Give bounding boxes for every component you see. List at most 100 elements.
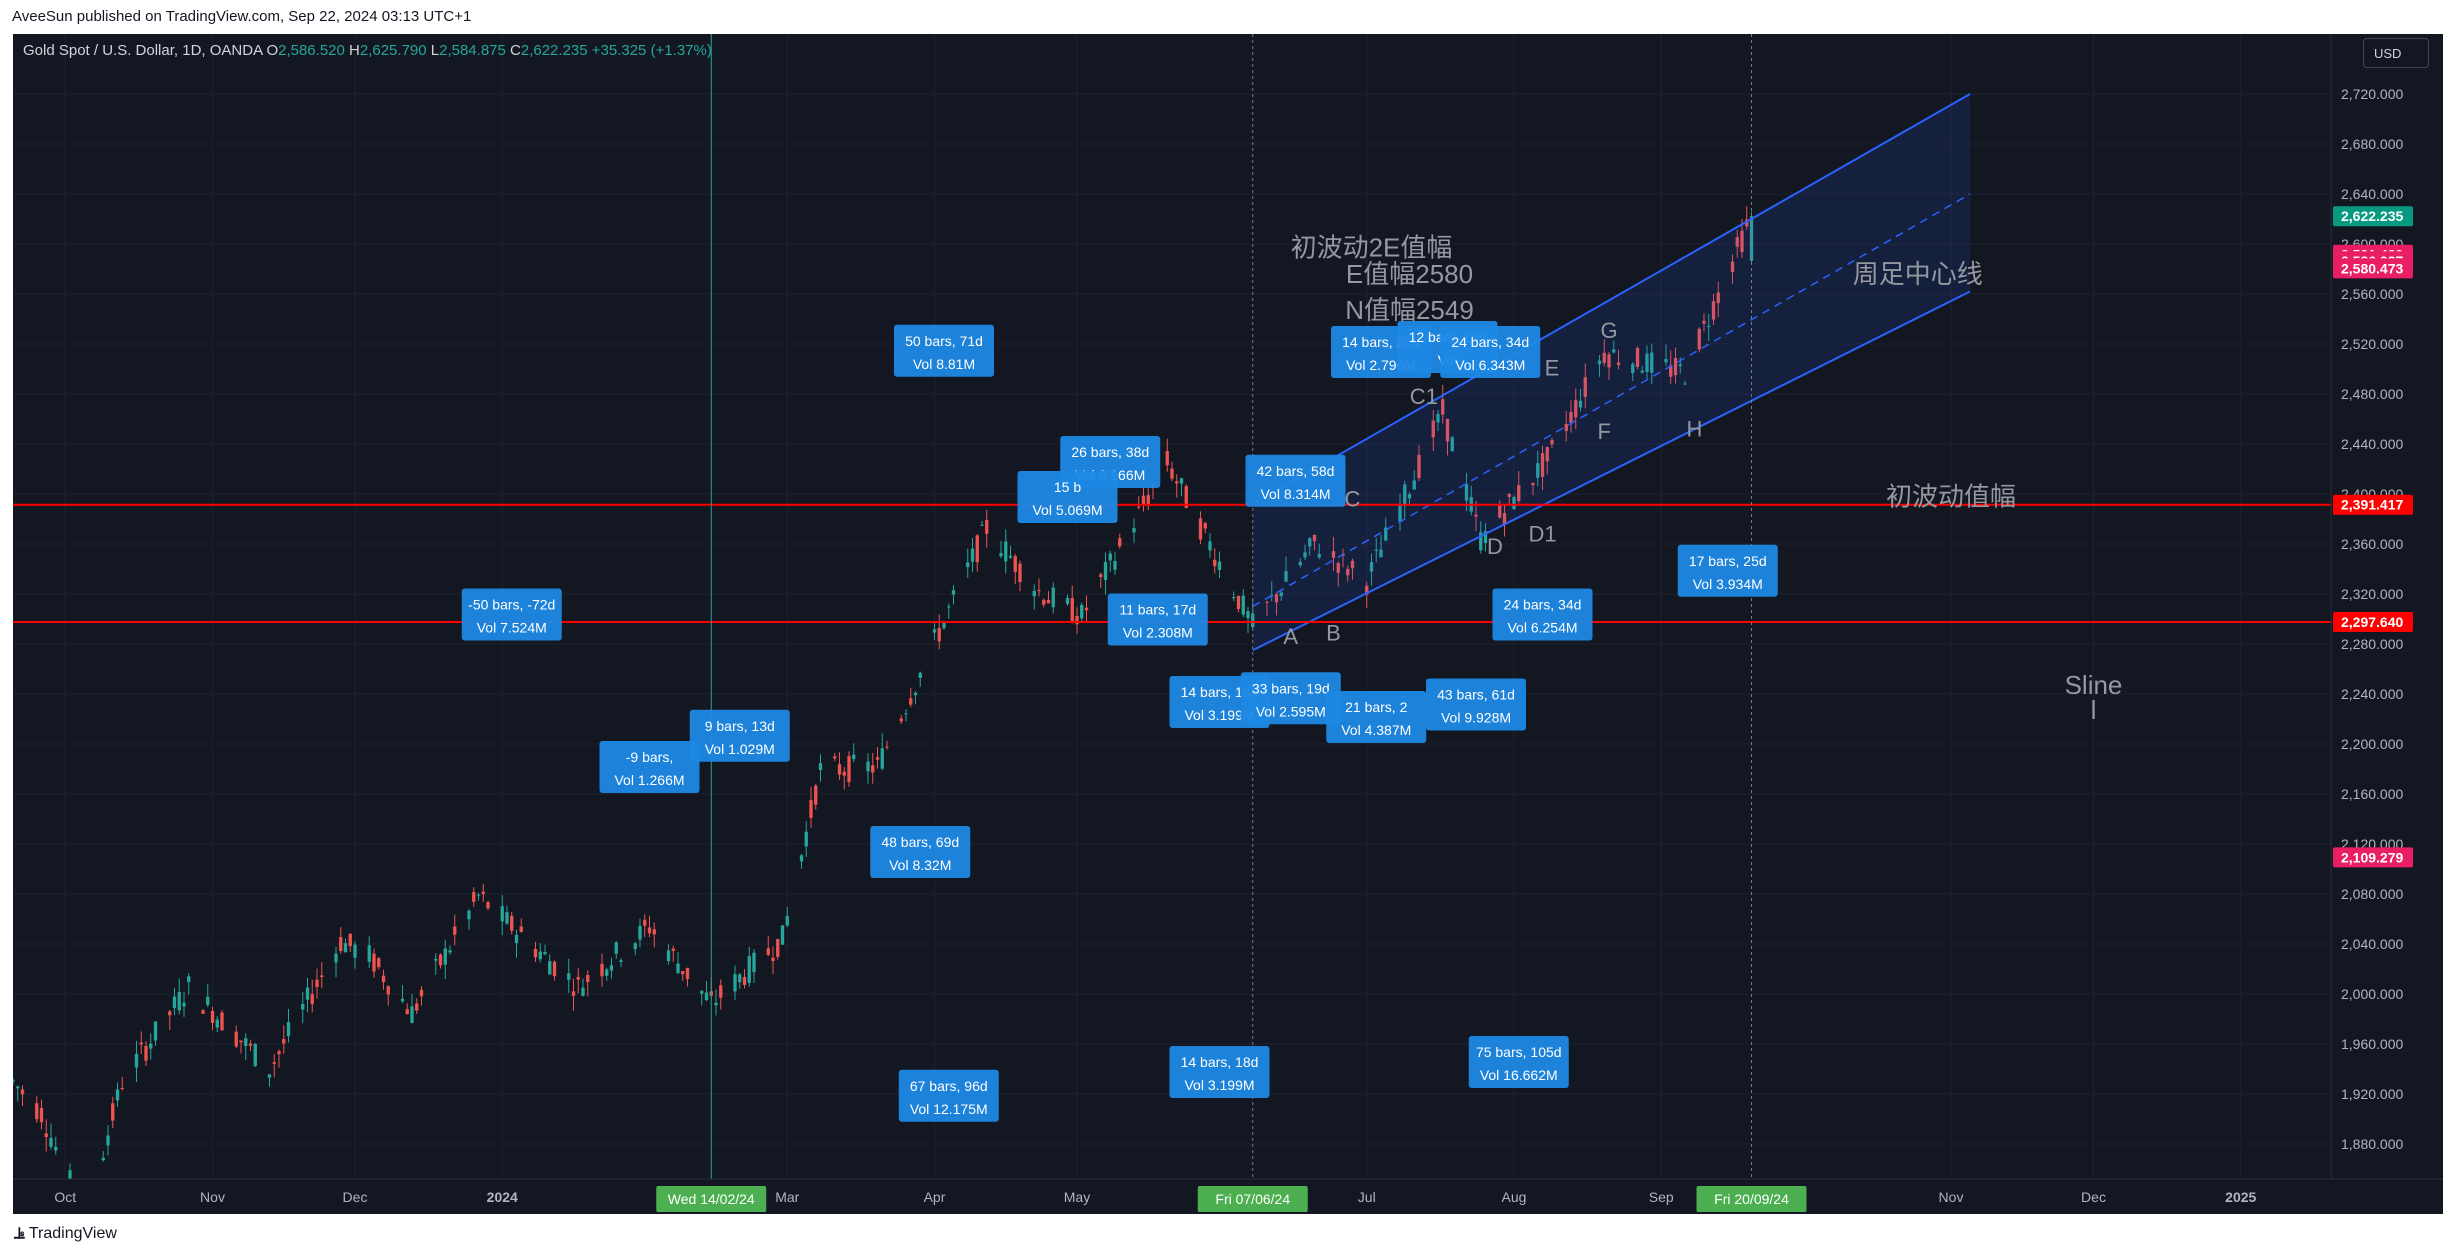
candle-body [614,942,618,954]
candle-body [1536,463,1540,478]
annotation-text: C1 [1410,384,1438,409]
candle-body [880,748,884,769]
candle-body [386,986,390,995]
candle-body [1141,495,1146,506]
measure-bars-text: 48 bars, 69d [881,834,959,850]
measure-bars-text: 9 bars, 13d [705,718,775,734]
candle-body [1198,518,1203,540]
currency-button[interactable]: USD [2363,38,2429,68]
candle-body [172,996,177,1009]
measure-volume-text: Vol 8.314M [1260,486,1330,502]
price-tick-label: 2,520.000 [2341,336,2403,352]
candle-body [633,943,637,950]
measure-bars-text: 75 bars, 105d [1476,1044,1562,1060]
price-tick-label: 2,280.000 [2341,636,2403,652]
measure-volume-text: Vol 8.81M [913,356,975,372]
time-tick-label: Aug [1502,1189,1527,1205]
price-tick-label: 2,240.000 [2341,686,2403,702]
candle-body [771,957,775,962]
candle-body [1740,230,1744,253]
measure-bars-text: 50 bars, 71d [905,333,983,349]
price-tick-label: 2,040.000 [2341,936,2403,952]
candle-body [1118,538,1122,547]
candle-body [548,961,552,975]
candle-body [201,1010,205,1014]
candle-body [476,894,481,896]
candle-body [320,975,324,978]
measure-volume-text: Vol 1.029M [705,741,775,757]
candle-body [177,992,181,1011]
candle-body [1635,347,1640,367]
measure-box [894,324,994,377]
candle-body [1298,561,1302,566]
candle-body [1616,362,1621,366]
candle-body [1108,553,1112,561]
candle-body [1669,365,1673,377]
candle-body [1369,562,1374,572]
candle-body [35,1103,39,1120]
brand-name: TradingView [28,1225,117,1242]
candle-body [875,757,880,760]
attribution-text: AveeSun published on TradingView.com, Se… [12,8,472,25]
candle-body [1441,399,1445,415]
candle-body [1707,325,1711,328]
measure-volume-text: Vol 12.175M [910,1101,988,1117]
candle-body [310,994,314,1005]
time-tick-label: May [1064,1189,1090,1205]
measure-volume-text: Vol 8.32M [889,857,951,873]
candle-body [1146,495,1150,506]
candle-body [567,973,571,980]
candle-body [685,968,690,980]
candle-body [1607,354,1611,368]
annotation-text: 周足中心线 [1853,259,1983,289]
measure-bars-text: 17 bars, 25d [1689,553,1767,569]
time-tick-label: Mar [775,1189,799,1205]
channel-mid-line [1252,193,1971,608]
candle-body [500,906,504,922]
candle-body [1711,301,1716,320]
price-tick-label: 1,960.000 [2341,1036,2403,1052]
annotation-text: E [1545,355,1560,380]
candle-body [1398,505,1402,522]
candle-body [267,1074,272,1078]
candle-body [514,934,519,944]
candle-body [951,590,956,595]
measure-bars-text: 21 bars, 2 [1345,699,1407,715]
candle-body [543,952,547,955]
candle-body [1545,447,1549,462]
tradingview-logo: ⫡ [14,1225,25,1242]
price-tag-label: 2,622.235 [2341,208,2403,224]
candle-body [115,1089,120,1101]
measure-bars-text: -9 bars, [626,749,673,765]
measure-bars-text: 67 bars, 96d [910,1078,988,1094]
candle-body [842,771,846,776]
candle-body [1165,451,1169,466]
candle-body [1574,400,1578,418]
candle-body [605,969,609,976]
candle-body [785,916,789,926]
candle-body [1274,594,1279,603]
measure-bars-text: 11 bars, 17d [1119,602,1196,618]
candle-body [904,713,908,715]
candle-body [1517,485,1521,502]
measure-volume-text: Vol 4.387M [1341,722,1411,738]
candle-body [885,746,889,748]
candle-body [1032,590,1036,597]
candle-body [1431,420,1435,438]
measure-volume-text: Vol 6.254M [1507,620,1577,636]
candle-body [1179,478,1184,484]
candle-body [1004,541,1008,562]
candle-body [1650,352,1654,373]
candle-body [1407,494,1412,499]
candle-body [472,892,476,902]
candle-body [1279,592,1283,597]
candle-body [282,1039,286,1044]
candle-body [1735,237,1739,247]
measure-box [1240,672,1341,725]
candle-body [1678,364,1682,367]
high-value: 2,625.790 [359,42,427,59]
measure-bars-text: 14 bars, 18d [1181,684,1259,700]
measure-bars-text: 33 bars, 19d [1252,680,1330,696]
candle-body [1417,454,1421,478]
